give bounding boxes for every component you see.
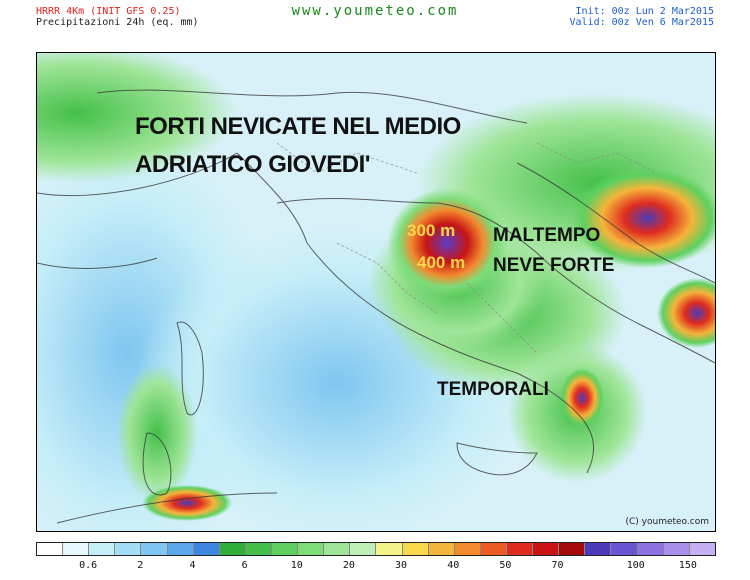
legend-tick-label: 100	[626, 560, 645, 571]
legend-tick-label: 50	[499, 560, 512, 571]
legend-swatch	[141, 543, 168, 555]
map-canvas	[37, 53, 715, 531]
product-label: Precipitazioni 24h (eq. mm)	[36, 17, 199, 28]
valid-time: Valid: 00z Ven 6 Mar2015	[569, 17, 715, 28]
legend-swatch	[245, 543, 272, 555]
legend-swatch	[63, 543, 90, 555]
legend-swatch	[350, 543, 377, 555]
legend-swatch	[506, 543, 534, 555]
site-title: www.youmeteo.com	[291, 3, 459, 19]
north-west-area	[37, 53, 237, 183]
legend-tick-label: 30	[395, 560, 408, 571]
sardinia-area	[117, 363, 197, 503]
altitude-label-400: 400 m	[417, 253, 466, 272]
legend-tick-label: 0.6	[79, 560, 98, 571]
label-neve-forte: NEVE FORTE	[493, 255, 615, 276]
legend-tick-label: 4	[189, 560, 196, 571]
legend-swatch	[37, 543, 64, 555]
legend-swatch	[611, 543, 638, 555]
precipitation-map: FORTI NEVICATE NEL MEDIO ADRIATICO GIOVE…	[36, 52, 716, 532]
regional-borders	[276, 142, 658, 354]
legend-tick-label: 20	[342, 560, 355, 571]
legend-swatch	[533, 543, 560, 555]
legend-swatch	[89, 543, 116, 555]
legend-tick-label: 70	[551, 560, 564, 571]
legend-swatch	[480, 543, 507, 555]
altitude-label-300: 300 m	[407, 221, 456, 240]
legend-swatch	[428, 543, 455, 555]
legend-swatch	[663, 543, 690, 555]
legend-tick-label: 40	[447, 560, 460, 571]
legend-tick-label: 2	[137, 560, 144, 571]
model-label: HRRR 4Km (INIT GFS 0.25)	[36, 6, 181, 17]
label-maltempo: MALTEMPO	[493, 225, 601, 246]
legend-swatch	[324, 543, 351, 555]
headline-line-1: FORTI NEVICATE NEL MEDIO	[135, 113, 461, 140]
legend-tick-label: 150	[678, 560, 697, 571]
legend-swatch	[376, 543, 403, 555]
color-legend	[36, 542, 716, 556]
abruzzo-max	[387, 188, 507, 298]
headline-line-2: ADRIATICO GIOVEDI'	[135, 151, 370, 178]
balkans-max	[572, 168, 715, 268]
legend-swatch	[271, 543, 299, 555]
init-time: Init: 00z Lun 2 Mar2015	[575, 6, 714, 17]
coastlines	[37, 89, 715, 524]
legend-swatch	[637, 543, 664, 555]
legend-swatch	[402, 543, 429, 555]
greece-max	[657, 278, 715, 348]
legend-swatch	[298, 543, 325, 555]
legend-swatch	[167, 543, 194, 555]
legend-swatch	[585, 543, 612, 555]
legend-tick-label: 6	[241, 560, 248, 571]
calabria-max	[560, 368, 604, 428]
legend-tick-label: 10	[290, 560, 303, 571]
legend-swatch	[454, 543, 481, 555]
copyright-label: (C) youmeteo.com	[625, 517, 709, 527]
legend-swatch	[689, 543, 715, 555]
legend-swatch	[193, 543, 220, 555]
label-temporali: TEMPORALI	[437, 379, 549, 400]
legend-ticks: 0.6 2 4 6 10 20 30 40 50 70 100 150	[36, 560, 716, 574]
legend-swatch	[559, 543, 586, 555]
legend-swatch	[115, 543, 142, 555]
legend-swatch	[219, 543, 246, 555]
